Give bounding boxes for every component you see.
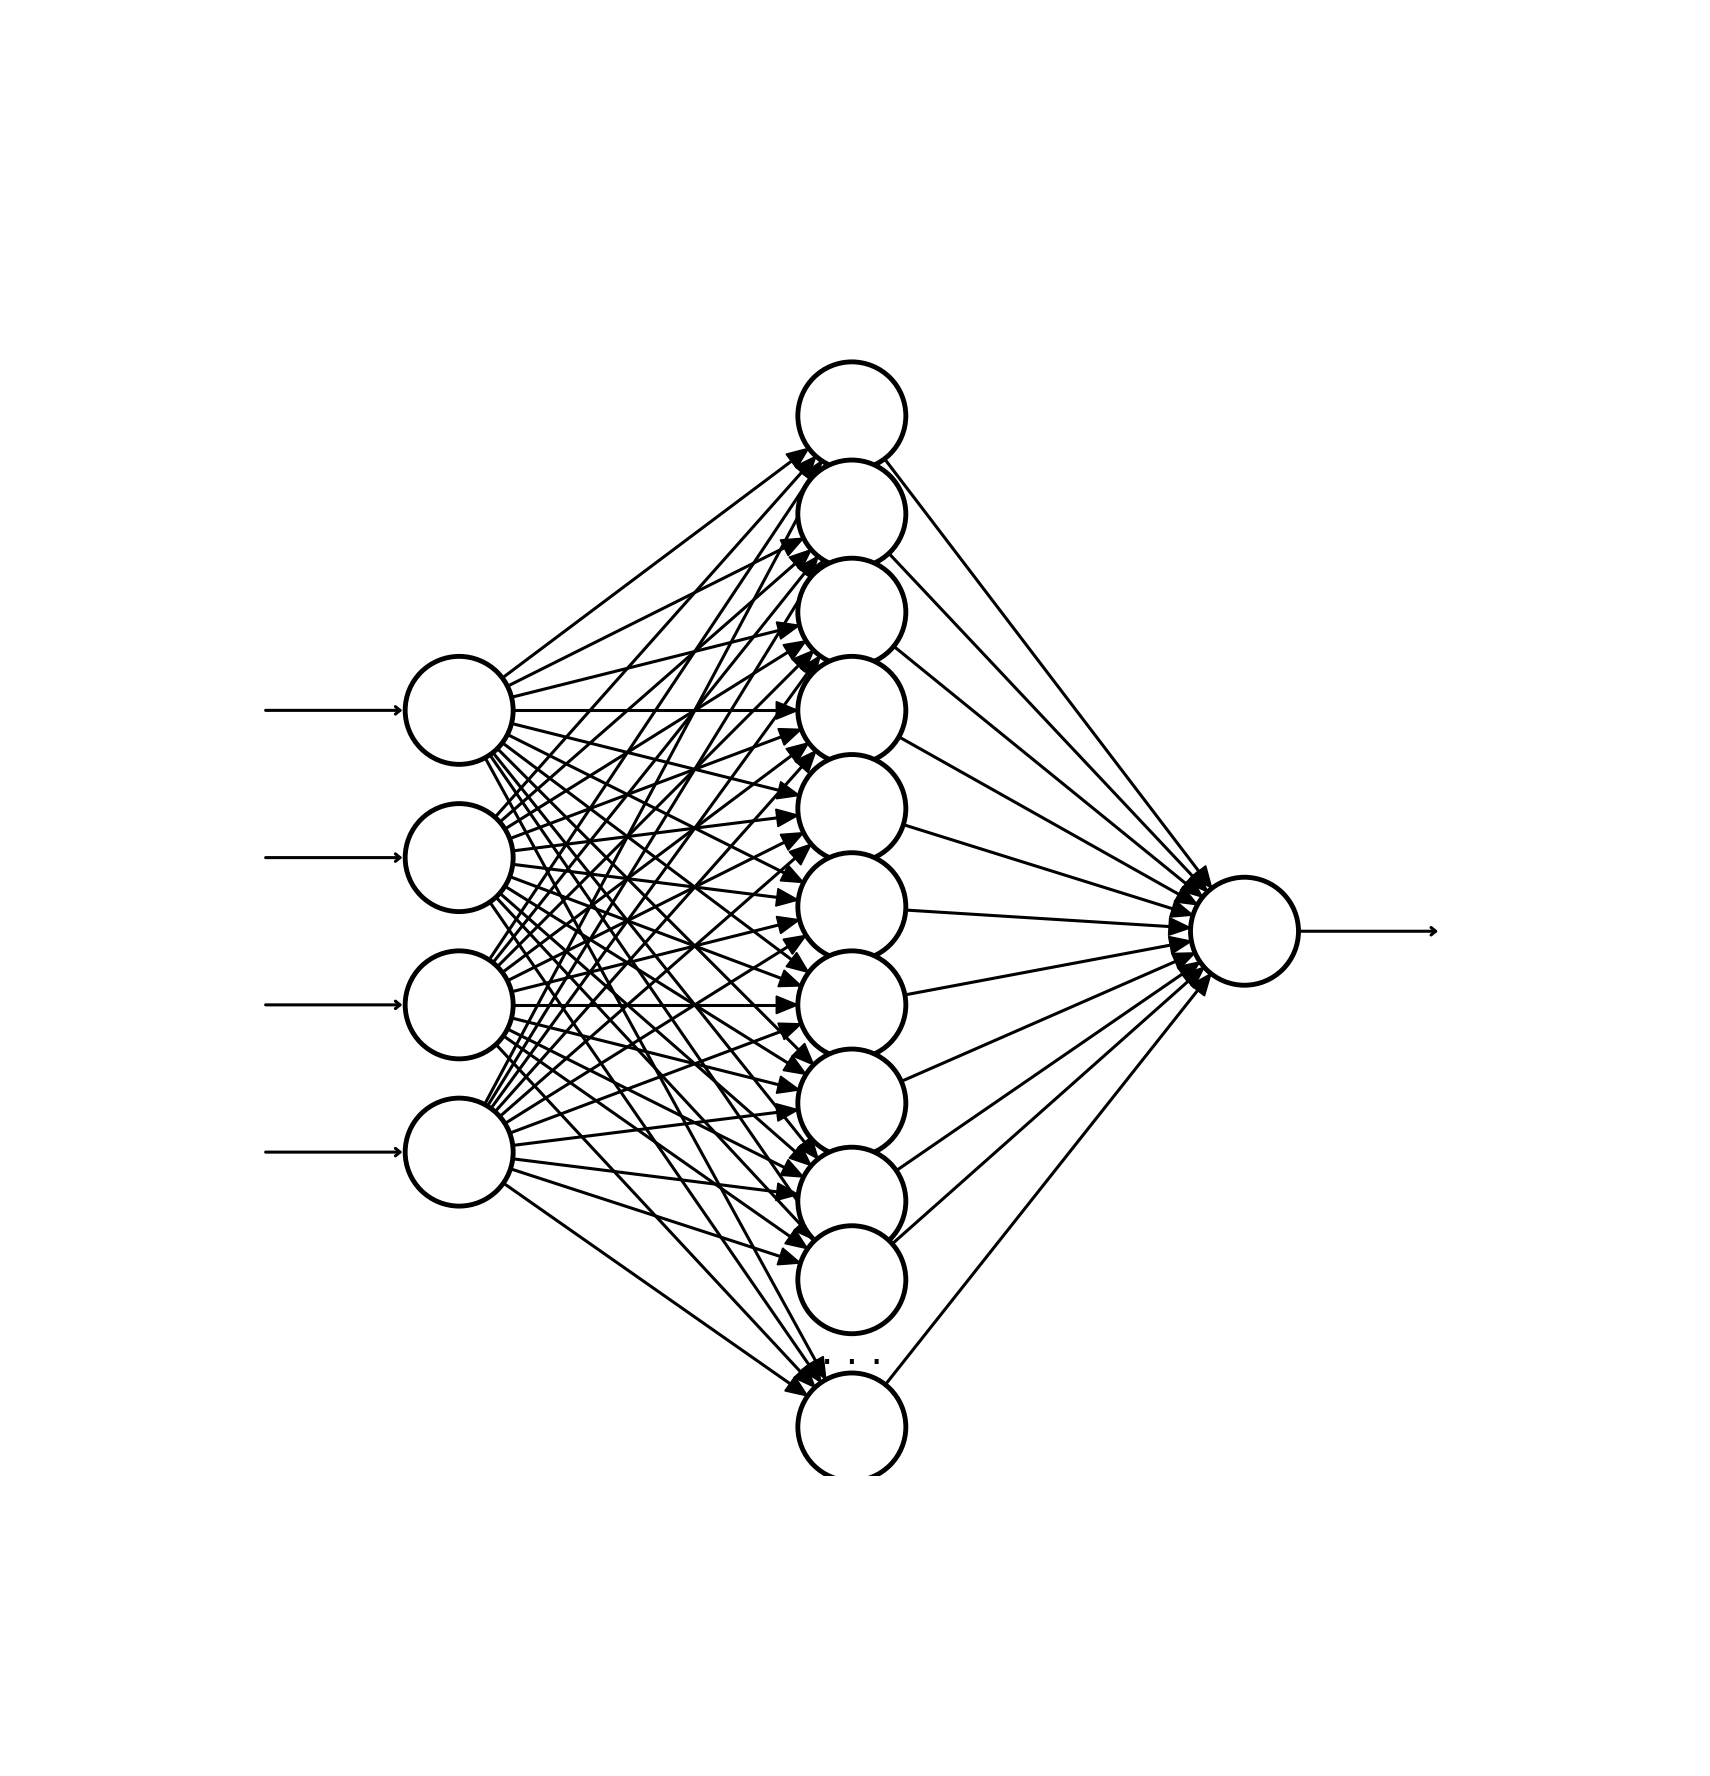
Polygon shape [776,888,799,906]
Polygon shape [783,641,805,659]
Polygon shape [780,865,804,883]
Circle shape [799,852,906,961]
Polygon shape [802,460,823,483]
Circle shape [799,657,906,764]
Polygon shape [776,781,800,799]
Polygon shape [795,456,816,478]
Polygon shape [778,728,802,746]
Polygon shape [778,1023,802,1039]
Polygon shape [1192,865,1212,888]
Polygon shape [776,1183,799,1201]
Polygon shape [776,1103,799,1121]
Polygon shape [1170,900,1194,916]
Circle shape [799,950,906,1058]
Polygon shape [1180,877,1202,897]
Polygon shape [1175,886,1197,904]
Polygon shape [785,1229,807,1249]
Text: . . .: . . . [821,1334,882,1373]
Polygon shape [776,622,800,639]
Polygon shape [778,1249,800,1265]
Polygon shape [1176,963,1200,982]
Circle shape [799,1050,906,1156]
Polygon shape [792,650,814,671]
Circle shape [405,1098,513,1206]
Polygon shape [783,1055,805,1074]
Polygon shape [795,751,816,773]
Polygon shape [1187,870,1207,892]
Circle shape [405,803,513,911]
Polygon shape [1182,968,1204,987]
Circle shape [405,950,513,1058]
Circle shape [799,1373,906,1481]
Polygon shape [776,702,799,719]
Polygon shape [778,970,802,987]
Polygon shape [1171,954,1195,970]
Polygon shape [809,464,826,487]
Polygon shape [783,936,805,954]
Polygon shape [788,844,811,865]
Polygon shape [805,559,824,583]
Circle shape [799,460,906,568]
Polygon shape [797,556,817,579]
Polygon shape [787,448,809,469]
Circle shape [799,1147,906,1256]
Polygon shape [1168,936,1192,954]
Polygon shape [800,655,821,678]
Polygon shape [792,1043,814,1066]
Polygon shape [797,1137,817,1160]
Polygon shape [1168,918,1190,936]
Polygon shape [802,1360,821,1382]
Polygon shape [802,1213,821,1236]
Polygon shape [776,916,800,934]
Polygon shape [780,1160,804,1177]
Circle shape [405,657,513,764]
Polygon shape [776,810,799,826]
Circle shape [799,558,906,666]
Circle shape [799,362,906,471]
Circle shape [799,755,906,863]
Circle shape [799,1225,906,1334]
Polygon shape [776,996,799,1014]
Polygon shape [787,742,809,762]
Circle shape [1190,877,1298,986]
Polygon shape [787,952,809,973]
Polygon shape [788,549,811,570]
Polygon shape [780,833,804,851]
Polygon shape [807,1357,826,1380]
Polygon shape [776,1076,800,1094]
Polygon shape [785,1376,807,1396]
Polygon shape [793,1218,816,1240]
Polygon shape [788,1146,811,1165]
Polygon shape [793,1366,816,1387]
Polygon shape [1190,973,1211,996]
Polygon shape [780,538,804,556]
